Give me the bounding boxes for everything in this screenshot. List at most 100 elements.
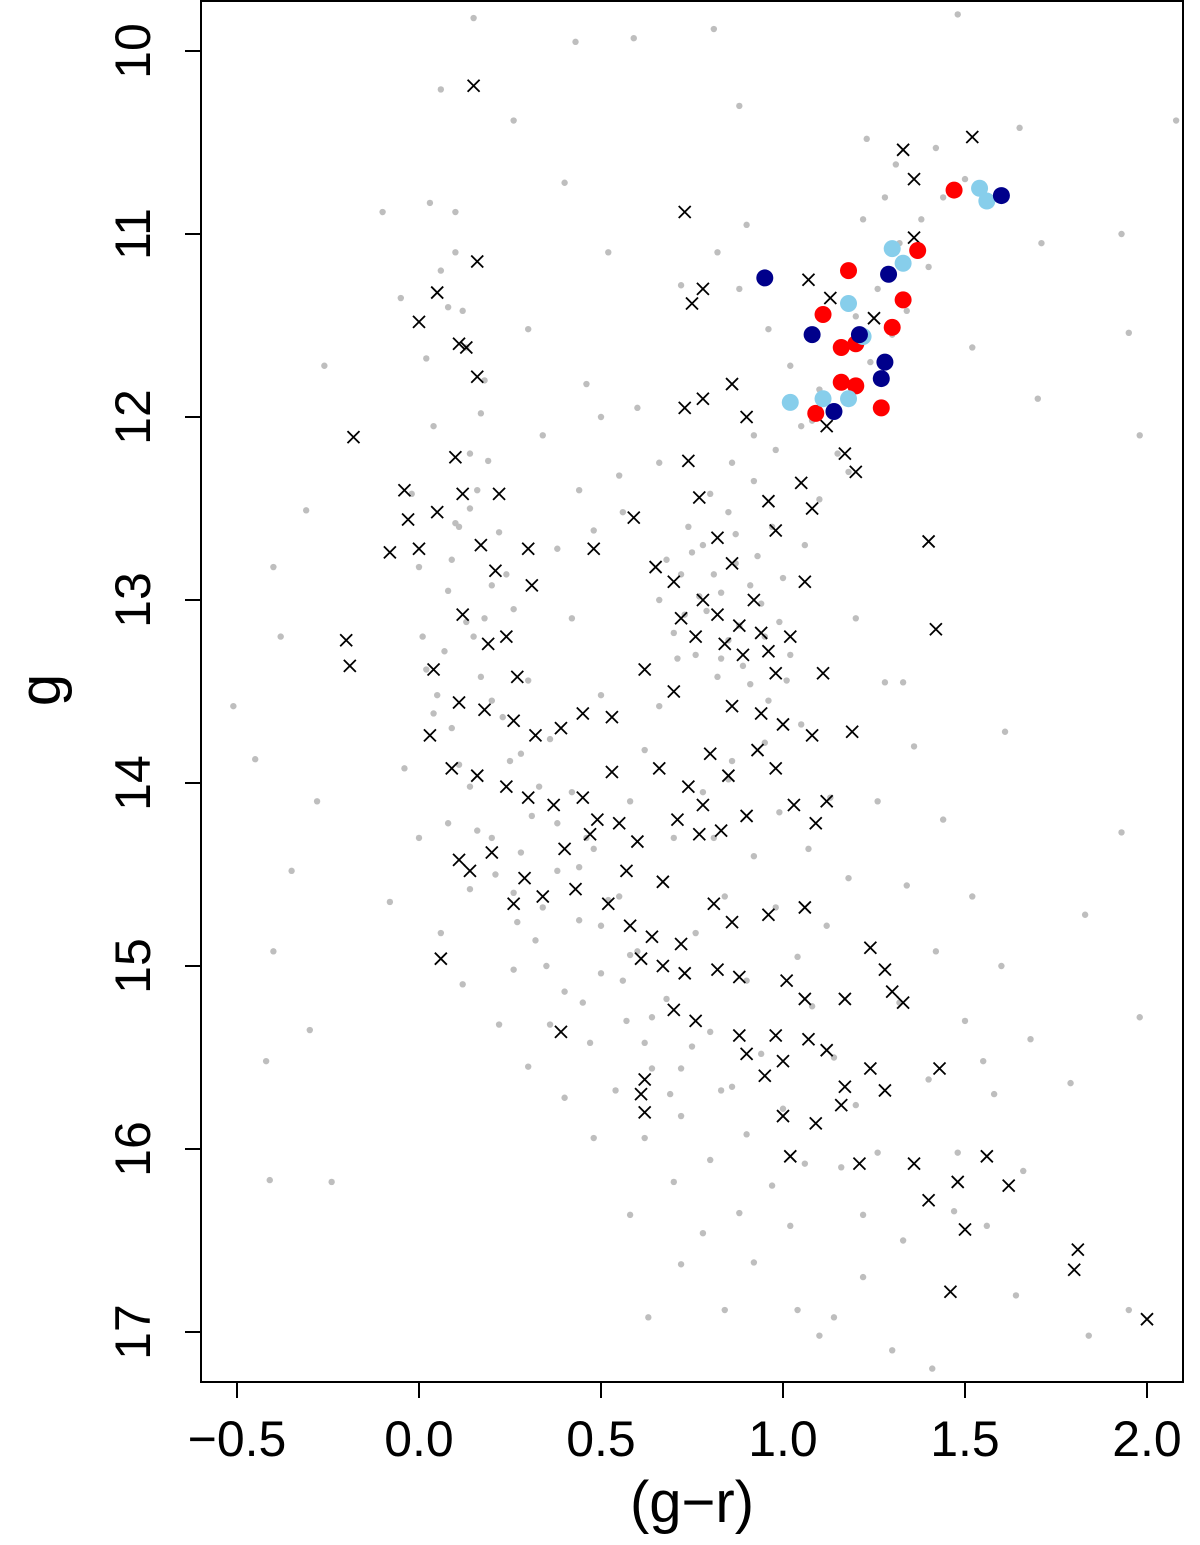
data-point-cross (521, 542, 535, 556)
data-point-cross (714, 823, 728, 838)
data-point (546, 1021, 554, 1028)
data-point (666, 1090, 674, 1098)
data-point (379, 208, 386, 216)
data-point-cross (739, 809, 754, 823)
data-point-cross (678, 966, 692, 980)
data-point (321, 362, 328, 369)
data-point (765, 697, 772, 704)
data-point-cross (521, 791, 535, 805)
data-point (645, 1314, 652, 1321)
data-point (954, 11, 961, 18)
x-tick-label: 0.0 (384, 1411, 454, 1467)
data-point-cross (809, 816, 823, 830)
data-point (302, 507, 310, 514)
data-point-cross (783, 629, 797, 644)
data-point (452, 249, 459, 256)
data-point (495, 1021, 503, 1028)
data-point-cross (696, 593, 710, 607)
data-point-cross (343, 659, 357, 673)
data-point-cross (346, 430, 361, 444)
data-point-cross (681, 780, 695, 794)
data-point (670, 1178, 677, 1186)
data-point-cross (692, 490, 706, 505)
data-point (415, 834, 423, 842)
data-point-circle (872, 370, 890, 388)
data-point (881, 679, 889, 686)
data-point (736, 102, 743, 110)
data-point (950, 1208, 958, 1215)
data-point-cross (590, 812, 604, 827)
data-point (477, 673, 485, 681)
data-point (648, 1065, 656, 1072)
data-point (1125, 329, 1133, 337)
data-point-cross (798, 900, 812, 915)
data-point-cross (907, 172, 921, 186)
data-point (444, 587, 452, 595)
data-point (747, 582, 754, 589)
data-point-cross (696, 392, 710, 406)
data-point (448, 724, 455, 732)
data-point (499, 713, 506, 721)
data-point (474, 487, 481, 494)
data-point (572, 38, 579, 46)
data-point (474, 827, 481, 834)
data-point-cross (568, 882, 583, 896)
data-point (470, 14, 477, 22)
data-point (277, 633, 284, 640)
data-point-cross (747, 593, 761, 607)
data-point-cross (805, 501, 819, 516)
data-point (1118, 829, 1125, 836)
y-tick-label: 14 (105, 755, 161, 811)
data-point-cross (430, 285, 444, 300)
data-point (492, 871, 499, 878)
data-point (787, 1222, 794, 1230)
data-point-cross (667, 1003, 681, 1017)
data-point (677, 1261, 685, 1268)
data-point (597, 691, 605, 699)
data-point-cross (823, 291, 837, 305)
data-point-cross (863, 1061, 877, 1076)
data-point (514, 918, 521, 926)
data-point-circle (840, 295, 858, 313)
data-point (543, 962, 550, 970)
y-tick-label: 16 (105, 1121, 161, 1177)
data-point-cross (761, 644, 776, 658)
data-point-cross (732, 970, 746, 984)
data-point (983, 1222, 991, 1230)
data-point (623, 1017, 630, 1025)
data-point (932, 144, 940, 152)
data-point (699, 541, 707, 549)
data-point (692, 651, 699, 659)
data-point-cross (452, 695, 466, 710)
data-point (747, 680, 754, 688)
data-point (798, 422, 805, 430)
data-point-cross (638, 662, 652, 677)
data-point (980, 1057, 987, 1065)
data-point-cross (921, 534, 936, 549)
data-point (626, 1211, 634, 1219)
data-point (703, 607, 710, 615)
data-point-cross (528, 728, 543, 743)
data-point (554, 820, 561, 827)
data-point (495, 529, 503, 536)
data-point (918, 216, 925, 223)
data-point-cross (769, 1028, 783, 1043)
y-axis: 10 11 12 13 14 15 16 17 (105, 23, 201, 1360)
data-point-cross (776, 717, 790, 732)
data-point (787, 651, 794, 659)
data-point (892, 161, 900, 168)
data-point-cross (463, 864, 477, 878)
data-point-cross (758, 1069, 772, 1083)
data-point-cross (434, 952, 448, 966)
data-point (845, 468, 852, 476)
data-point (874, 798, 881, 805)
data-point (656, 702, 663, 710)
data-point-cross (634, 1087, 648, 1101)
data-point (430, 422, 437, 430)
data-point-circle (807, 404, 825, 422)
data-point (561, 1094, 568, 1101)
data-point-cross (685, 296, 699, 311)
data-point-cross (951, 1175, 965, 1189)
data-point-cross (423, 728, 437, 743)
data-point (484, 457, 492, 465)
